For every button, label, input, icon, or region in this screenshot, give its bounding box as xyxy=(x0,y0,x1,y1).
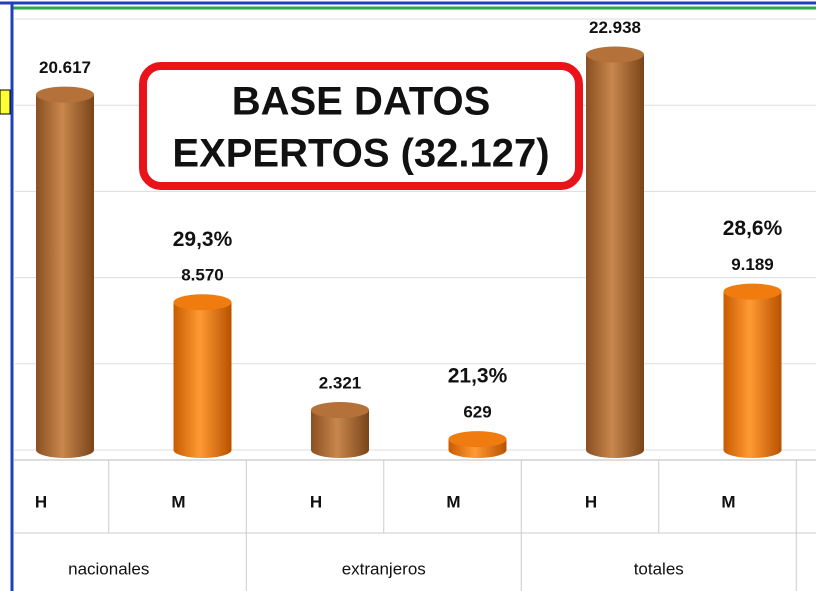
group-label: totales xyxy=(634,559,684,578)
title-box xyxy=(139,62,583,190)
title-line: EXPERTOS (32.127) xyxy=(172,132,549,176)
x-tick-label: H xyxy=(585,492,597,511)
bar xyxy=(173,302,232,450)
x-tick-label: H xyxy=(35,492,47,511)
value-label: 20.617 xyxy=(39,58,91,77)
annotation: 21,3% xyxy=(448,365,508,388)
bar-top xyxy=(36,86,94,103)
x-tick-label: M xyxy=(171,492,185,511)
bar-top xyxy=(723,283,782,300)
bar xyxy=(723,291,782,450)
annotation: 28,6% xyxy=(723,217,783,240)
x-tick-label: M xyxy=(721,492,735,511)
bar xyxy=(586,54,644,450)
bar-top xyxy=(311,401,369,418)
x-tick-label: H xyxy=(310,492,322,511)
value-label: 2.321 xyxy=(319,373,362,392)
group-label: extranjeros xyxy=(342,559,426,578)
bar xyxy=(36,94,94,450)
bar-top xyxy=(586,46,644,63)
side-marker xyxy=(0,89,11,115)
value-label: 629 xyxy=(463,403,491,422)
value-label: 9.189 xyxy=(731,255,774,274)
bar-top xyxy=(173,294,232,311)
group-label: nacionales xyxy=(68,559,149,578)
x-tick-label: M xyxy=(446,492,460,511)
value-label: 22.938 xyxy=(589,18,641,37)
value-label: 8.570 xyxy=(181,266,224,285)
annotation: 29,3% xyxy=(173,228,233,251)
title-line: BASE DATOS xyxy=(232,80,491,124)
bar-top xyxy=(448,431,507,448)
plot: 20.617 8.570 29,3% 2.321 629 21,3% 22.938 9.189… xyxy=(15,18,816,458)
